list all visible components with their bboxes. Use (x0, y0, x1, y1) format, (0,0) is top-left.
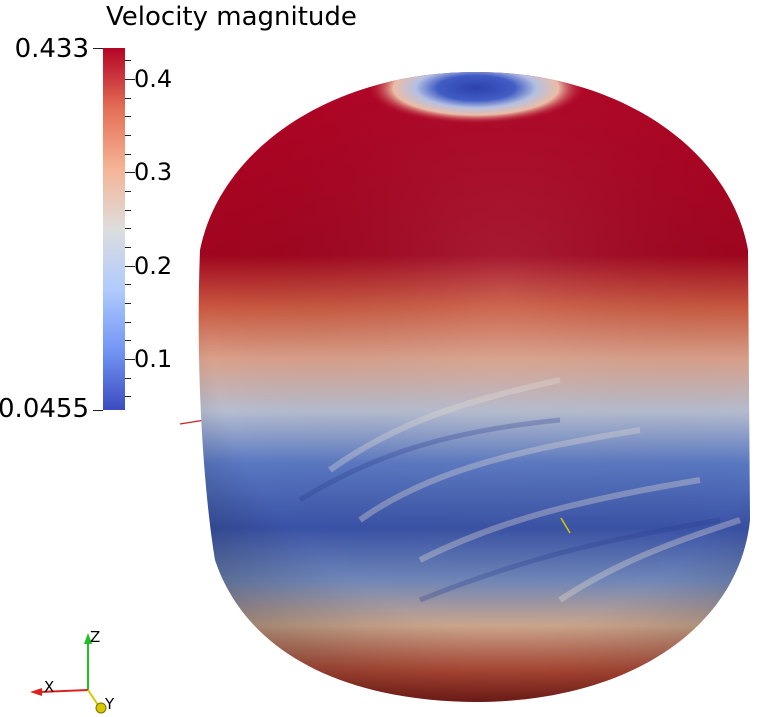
colorbar-max-label: 0.433 (14, 34, 89, 64)
axis-stub-line (179, 419, 206, 425)
colorbar-minor-tick (125, 340, 131, 342)
colorbar-minor-tick (125, 78, 131, 80)
colorbar-minor-tick (125, 172, 131, 174)
colorbar-range-tick (93, 410, 103, 411)
colorbar-minor-tick (125, 228, 131, 230)
colorbar-minor-tick (125, 60, 131, 62)
colorbar-gradient (103, 48, 125, 410)
colorbar-minor-tick (125, 134, 131, 136)
colorbar-minor-tick (125, 97, 131, 99)
legend-title: Velocity magnitude (106, 2, 357, 32)
colorbar-minor-tick (125, 303, 131, 305)
colorbar-tick-label: 0.4 (134, 64, 173, 93)
x-axis-line (39, 689, 89, 693)
colorbar-minor-tick (125, 116, 131, 118)
colorbar-min-label: 0.0455 (0, 394, 89, 424)
colorbar-minor-tick (125, 284, 131, 286)
yellow-marker-line (560, 517, 571, 534)
colorbar-tick-label: 0.3 (134, 158, 173, 187)
x-axis-label: X (44, 678, 55, 696)
z-axis-arrow (84, 633, 92, 644)
colorbar-range-tick (93, 48, 103, 49)
colorbar-minor-tick (125, 321, 131, 323)
colorbar-minor-tick (125, 246, 131, 248)
z-axis-label: Z (90, 628, 101, 646)
colorbar-minor-tick (125, 377, 131, 379)
colorbar-minor-tick (125, 396, 131, 398)
colorbar-tick-label: 0.1 (134, 345, 173, 374)
colorbar-minor-tick (125, 153, 131, 155)
orientation-axes (30, 633, 107, 714)
y-axis-arrow (95, 702, 107, 714)
colorbar-minor-tick (125, 209, 131, 211)
colorbar-minor-tick (125, 359, 131, 361)
y-axis-label: Y (105, 695, 115, 713)
colorbar-minor-tick (125, 190, 131, 192)
colorbar-tick-label: 0.2 (134, 251, 173, 280)
colorbar (103, 48, 125, 410)
colorbar-minor-tick (125, 265, 131, 267)
x-axis-arrow (30, 688, 42, 696)
